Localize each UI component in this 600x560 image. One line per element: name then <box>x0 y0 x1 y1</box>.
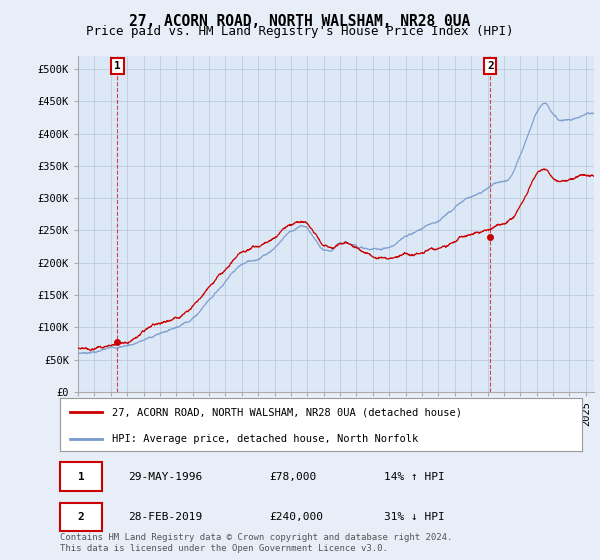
Text: 27, ACORN ROAD, NORTH WALSHAM, NR28 0UA: 27, ACORN ROAD, NORTH WALSHAM, NR28 0UA <box>130 14 470 29</box>
Text: 1: 1 <box>77 472 84 482</box>
Text: 28-FEB-2019: 28-FEB-2019 <box>128 512 202 522</box>
FancyBboxPatch shape <box>60 502 102 531</box>
Text: 2: 2 <box>487 61 494 71</box>
Text: 1: 1 <box>114 61 121 71</box>
Text: Price paid vs. HM Land Registry's House Price Index (HPI): Price paid vs. HM Land Registry's House … <box>86 25 514 38</box>
Text: 2: 2 <box>77 512 84 522</box>
Text: 31% ↓ HPI: 31% ↓ HPI <box>383 512 445 522</box>
Text: HPI: Average price, detached house, North Norfolk: HPI: Average price, detached house, Nort… <box>112 434 418 444</box>
Text: £78,000: £78,000 <box>269 472 316 482</box>
Text: Contains HM Land Registry data © Crown copyright and database right 2024.
This d: Contains HM Land Registry data © Crown c… <box>60 533 452 553</box>
Text: 27, ACORN ROAD, NORTH WALSHAM, NR28 0UA (detached house): 27, ACORN ROAD, NORTH WALSHAM, NR28 0UA … <box>112 408 462 418</box>
FancyBboxPatch shape <box>60 463 102 491</box>
Text: £240,000: £240,000 <box>269 512 323 522</box>
Text: 14% ↑ HPI: 14% ↑ HPI <box>383 472 445 482</box>
Text: 29-MAY-1996: 29-MAY-1996 <box>128 472 202 482</box>
